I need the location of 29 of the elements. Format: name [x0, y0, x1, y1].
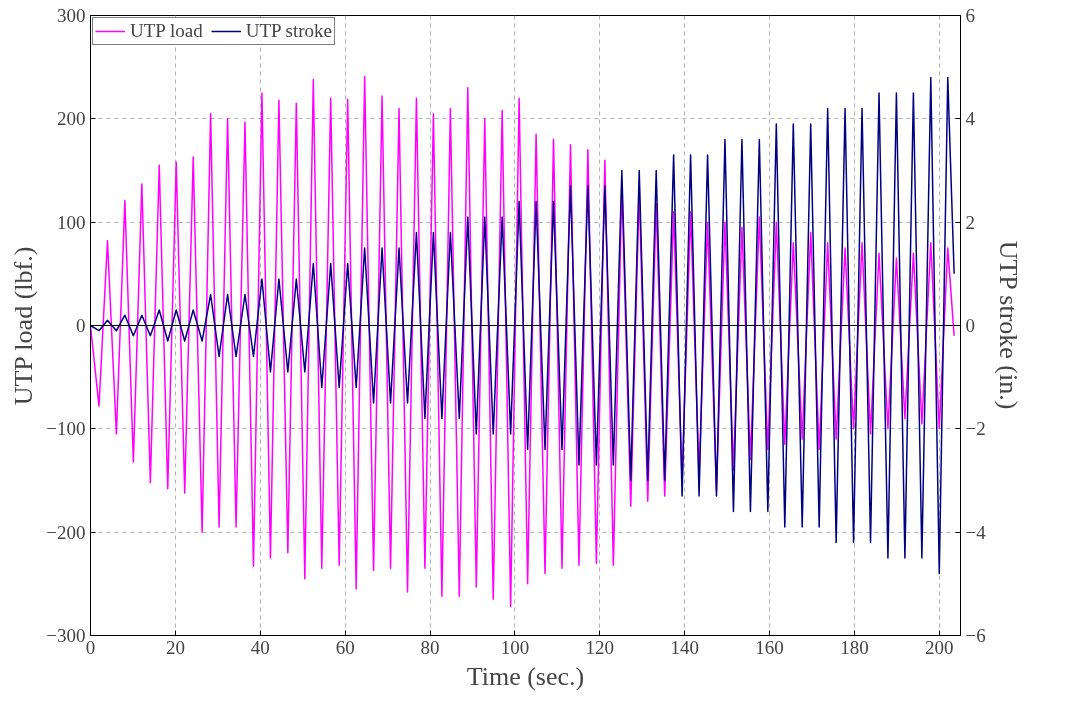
y-tick-label: −200	[46, 521, 86, 543]
legend-label: UTP stroke	[245, 20, 333, 42]
y-tick-label: 200	[57, 108, 86, 130]
x-tick-label: 120	[585, 636, 615, 658]
x-tick-label: 40	[250, 636, 270, 658]
y-tick-label: 0	[76, 315, 86, 336]
y2-tick-label: 6	[965, 5, 975, 26]
y2-axis-title: UTP stroke (in.)	[993, 240, 1023, 410]
x-tick-label: 140	[670, 636, 699, 658]
y2-tick-label: 0	[965, 315, 975, 336]
y2-tick-label: −4	[965, 521, 987, 543]
x-tick-label: 60	[335, 636, 355, 658]
y2-tick-label: −2	[965, 418, 986, 440]
y-axis-title: UTP load (lbf.)	[9, 246, 39, 406]
y2-tick-label: −6	[965, 625, 986, 646]
y-tick-label: 300	[57, 5, 86, 26]
y2-tick-label: 4	[965, 108, 976, 130]
y2-tick-label: 2	[965, 211, 975, 233]
x-tick-label: 180	[840, 636, 869, 658]
x-tick-label: 20	[165, 636, 185, 658]
x-tick-label: 80	[420, 636, 440, 658]
x-axis-title: Time (sec.)	[466, 661, 585, 691]
legend-label: UTP load	[130, 20, 203, 42]
y-tick-label: −100	[46, 418, 86, 440]
x-tick-label: 160	[755, 636, 784, 658]
x-tick-label: 100	[500, 636, 530, 658]
x-tick-label: 200	[925, 636, 954, 658]
y-tick-label: 100	[57, 211, 86, 233]
y-tick-label: −300	[46, 625, 86, 646]
